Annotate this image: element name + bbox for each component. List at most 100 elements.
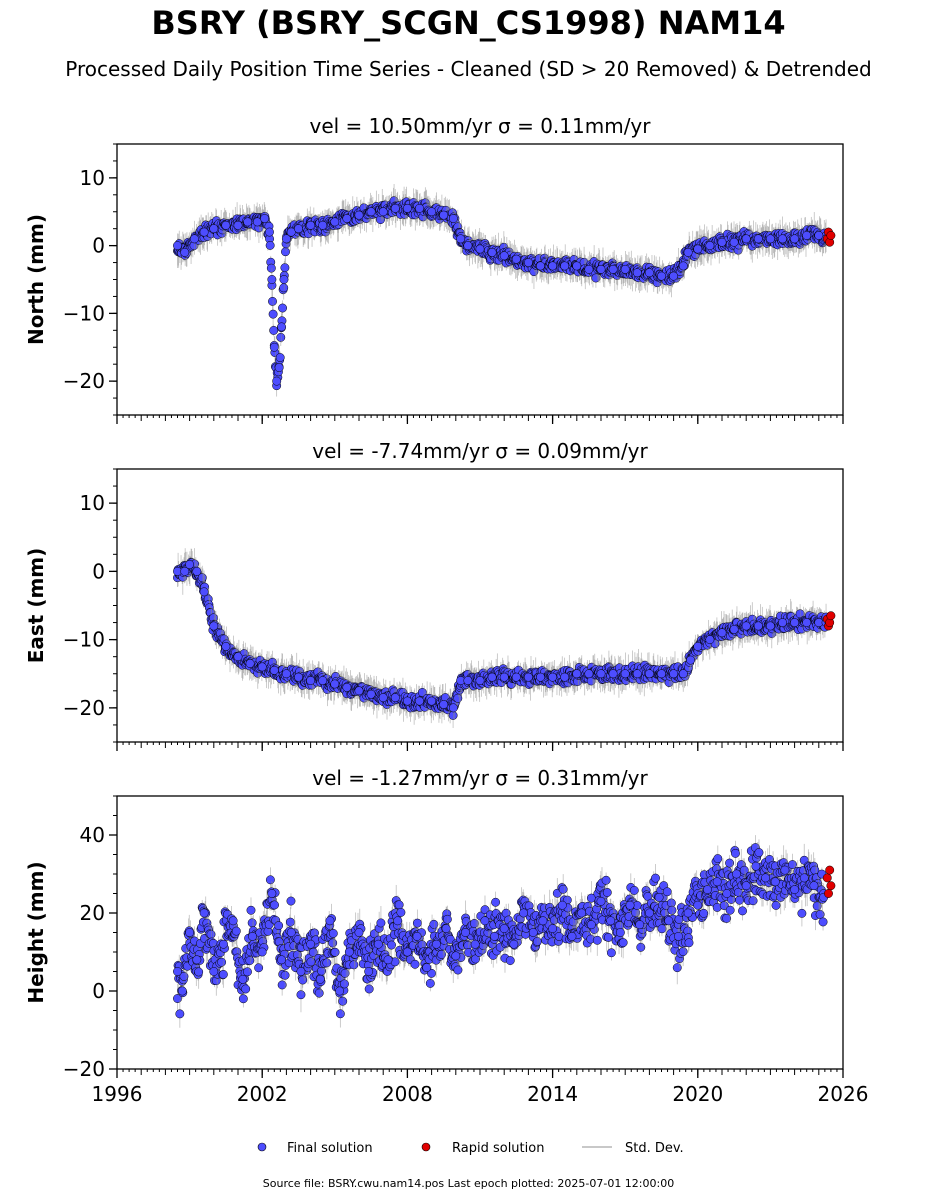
final-solution-point [279,275,289,284]
final-solution-point [475,244,485,254]
rapid-solution-point [826,231,836,240]
final-solution-point [427,207,437,217]
final-solution-point [678,261,688,271]
final-solution-point [475,676,485,686]
final-solution-point [802,231,812,240]
final-solution-point [252,217,262,227]
data-layer [173,183,836,397]
final-solution-point [572,261,582,271]
final-solution-point [233,220,243,230]
final-solution-point [281,669,291,679]
final-solution-point [266,263,276,273]
final-solution-point [342,214,352,223]
final-solution-point [318,220,328,230]
panel-title: vel = -1.27mm/yr σ = 0.31mm/yr [312,766,648,790]
final-solution-point [753,621,763,631]
y-axis-label: East (mm) [24,548,48,664]
final-solution-point [306,220,316,230]
final-solution-point [243,217,253,227]
final-solution-point [279,283,289,293]
final-solution-point [693,244,703,254]
final-solution-point [221,220,231,230]
final-solution-point [463,241,473,251]
final-solution-point [318,676,328,686]
final-solution-point [560,261,570,271]
final-solution-point [390,693,400,703]
y-axis-label: Height (mm) [24,861,48,1003]
final-solution-point [366,207,376,217]
final-solution-point [741,234,751,244]
final-solution-point [536,672,545,682]
final-solution-point [632,268,642,278]
final-solution-point [678,669,688,679]
final-solution-point [683,247,693,257]
final-solution-point [199,227,209,237]
final-solution-point [499,672,509,682]
final-solution-point [523,258,533,268]
final-solution-point [415,696,424,706]
final-solution-point [180,247,190,257]
final-solution-point [669,669,679,679]
y-tick-label: −20 [63,369,105,393]
final-solution-point [584,669,594,679]
final-solution-point [269,665,279,675]
y-axis: −20 −10 0 10 [63,143,117,416]
final-solution-point [267,275,277,284]
plot-frame [116,143,844,416]
final-solution-point [439,210,449,220]
main-title: BSRY (BSRY_SCGN_CS1998) NAM14 [151,4,786,42]
final-solution-point [717,237,727,247]
final-solution-point [536,261,545,271]
final-solution-point [448,703,458,713]
final-solution-point [778,234,787,244]
final-solution-point [729,624,739,634]
final-solution-point [657,271,666,281]
final-solution-point [221,642,231,651]
final-solution-point [245,659,255,668]
final-solution-point [268,309,278,319]
final-solution-point [448,214,458,223]
final-solution-point [330,679,340,689]
final-solution-point [269,342,279,352]
final-solution-point [729,237,739,247]
y-axis-label: North (mm) [24,214,48,345]
final-solution-point [278,303,287,313]
final-solution-point [175,1009,185,1019]
final-solution-point [753,234,763,244]
final-solution-point [523,672,533,682]
final-solution-point [511,254,521,264]
final-solution-point [814,231,824,240]
final-solution-point [260,214,270,223]
final-solution-point [286,227,296,237]
x-axis [116,742,844,751]
final-solution-point [206,929,216,939]
final-solution-point [596,264,606,274]
final-solution-point [268,296,277,306]
final-solution-point [378,207,388,217]
final-solution-point [269,325,279,335]
final-solution-point [669,271,679,281]
final-solution-point [686,655,695,665]
final-solution-point [257,662,267,672]
final-solution-point [402,203,412,213]
final-solution-point [778,618,787,628]
final-solution-point [366,689,376,699]
final-solution-point [790,618,800,628]
final-solution-point [180,566,190,576]
final-solution-point [632,669,642,679]
density-cloud [173,548,831,729]
final-solution-point [274,363,284,373]
final-solution-point [281,247,290,257]
final-solution-point [390,203,400,213]
final-solution-point [572,669,582,679]
final-solution-point [209,224,219,234]
final-solution-point [705,241,715,251]
final-solution-point [265,227,274,237]
panel-height: vel = -1.27mm/yr σ = 0.31mm/yr Height (mm… [24,766,868,1106]
final-solution-point [608,264,618,274]
data-markers [173,203,836,386]
final-solution-point [185,560,195,569]
panel-title: vel = -7.74mm/yr σ = 0.09mm/yr [312,439,648,463]
panel-title: vel = 10.50mm/yr σ = 0.11mm/yr [310,114,652,138]
